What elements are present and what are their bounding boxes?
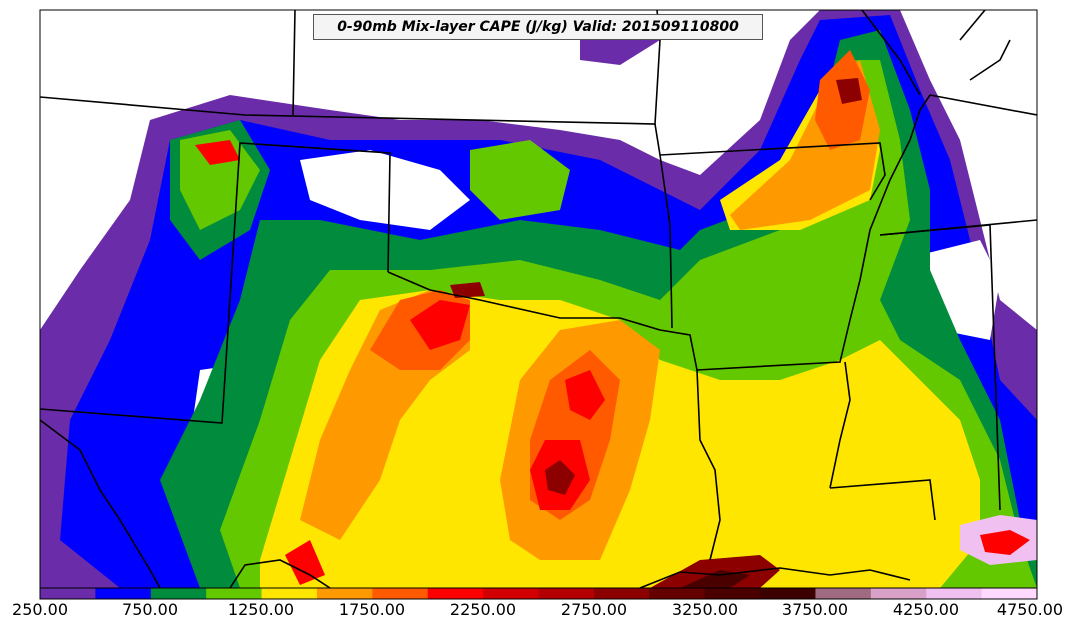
colorbar-segment (427, 588, 484, 599)
cape-region-2250 (410, 300, 470, 350)
colorbar-segment (538, 588, 595, 599)
cape-region-3250 (980, 530, 1030, 555)
colorbar-tick-label: 250.00 (12, 600, 68, 619)
colorbar-segment (483, 588, 539, 599)
cape-region-3250 (680, 570, 750, 588)
colorbar-segment (206, 588, 263, 599)
cape-region-2250 (195, 140, 240, 165)
colorbar-tick-label: 750.00 (122, 600, 178, 619)
colorbar-segment (981, 588, 1038, 599)
colorbar-tick-labels: 250.00 750.00 1250.00 1750.00 2250.00 27… (0, 600, 1081, 630)
colorbar-segment (926, 588, 983, 599)
cape-region-2750 (545, 460, 575, 495)
colorbar-tick-label: 1250.00 (227, 600, 295, 619)
colorbar-tick-label: 4250.00 (892, 600, 960, 619)
cape-region-3250 (650, 555, 780, 588)
colorbar-tick-label: 2250.00 (449, 600, 517, 619)
colorbar (39, 587, 1038, 600)
colorbar-tick-label: 2750.00 (560, 600, 628, 619)
cape-region-none (300, 150, 470, 230)
cape-region-2250 (565, 370, 605, 420)
colorbar-tick-label: 3250.00 (671, 600, 739, 619)
colorbar-tick-label: 1750.00 (338, 600, 406, 619)
colorbar-segment (372, 588, 429, 599)
state-borders (40, 10, 1037, 588)
colorbar-segment (261, 588, 318, 599)
colorbar-tick-label: 4750.00 (996, 600, 1064, 619)
cape-region-2750 (450, 282, 485, 298)
colorbar-tick-label: 3750.00 (781, 600, 849, 619)
colorbar-segment (815, 588, 872, 599)
colorbar-segment (649, 588, 706, 599)
colorbar-segment (95, 588, 152, 599)
colorbar-frame (39, 587, 1038, 600)
colorbar-segment (760, 588, 816, 599)
colorbar-segment (40, 588, 96, 599)
colorbar-segment (316, 588, 373, 599)
colorbar-segment (870, 588, 927, 599)
colorbar-segment (593, 588, 650, 599)
cape-field (40, 10, 1037, 588)
colorbar-segment (704, 588, 761, 599)
cape-region-2250 (285, 540, 325, 585)
cape-region-2750 (836, 78, 862, 104)
map-title: 0-90mb Mix-layer CAPE (J/kg) Valid: 2015… (313, 14, 763, 40)
cape-region-1250 (470, 140, 570, 220)
colorbar-segment (150, 588, 207, 599)
